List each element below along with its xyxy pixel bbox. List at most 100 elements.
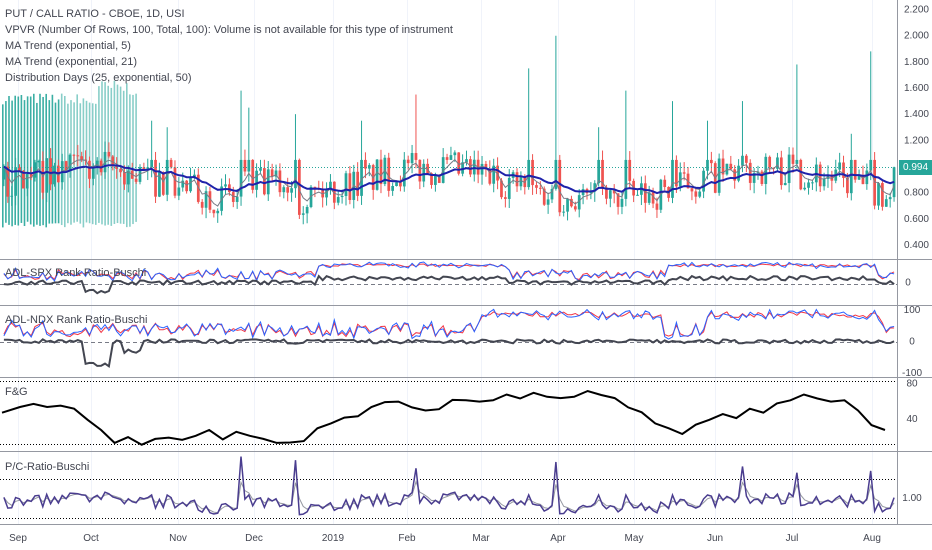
candle-body (336, 197, 340, 203)
candle-body (68, 154, 72, 171)
vpvr-bar (39, 93, 41, 226)
adl-spx-legend[interactable]: ADL-SPX Rank Ratio-Buschi (5, 267, 147, 279)
candle-body (340, 195, 344, 198)
candle-body (37, 160, 41, 163)
candle-body (671, 159, 674, 198)
pc-axis-label: 1.00 (902, 493, 922, 504)
pc-legend[interactable]: P/C-Ratio-Buschi (5, 461, 90, 473)
candle-body (181, 180, 185, 188)
price-axis-label: 1.800 (904, 57, 929, 68)
vertical-gridlines (18, 0, 873, 524)
candle-body (325, 188, 328, 198)
candle-body (25, 173, 29, 189)
candle-body (480, 163, 484, 175)
candle-body (795, 159, 799, 164)
candle-body (811, 182, 814, 184)
vpvr-bar (76, 94, 78, 222)
candle-body (838, 162, 841, 170)
candle-body (224, 184, 227, 187)
candle-body (402, 159, 406, 187)
candle-body (45, 158, 49, 193)
candle-body (791, 154, 795, 164)
candle-body (733, 169, 737, 181)
candle-body (558, 159, 562, 213)
candle-body (33, 162, 37, 178)
adl-spx-axis: 0 (905, 278, 911, 289)
time-axis-label: Apr (550, 533, 566, 544)
candle-body (620, 198, 624, 207)
vpvr-bar (54, 102, 57, 224)
candle-body (196, 174, 200, 202)
vpvr-bar (110, 87, 113, 226)
vpvr-bar (135, 93, 137, 222)
price-axis-label: 2.200 (904, 5, 929, 16)
candle-body (682, 172, 686, 174)
candle-body (247, 159, 251, 172)
time-axis-label: Sep (9, 533, 27, 544)
candle-body (748, 162, 752, 183)
fg-legend[interactable]: F&G (5, 386, 28, 398)
candle-body (126, 170, 130, 185)
candle-body (165, 159, 169, 195)
candle-body (185, 180, 188, 192)
candle-body (865, 170, 869, 185)
candle-body (500, 180, 503, 198)
candle-body (869, 159, 873, 171)
candle-body (449, 155, 453, 160)
candle-body (783, 183, 787, 186)
candle-body (10, 195, 14, 197)
candle-body (566, 198, 569, 212)
vpvr-bar (129, 94, 131, 227)
candle-body (290, 188, 293, 193)
candle-body (379, 159, 383, 185)
candle-body (434, 174, 437, 185)
time-axis-label: Nov (169, 533, 187, 544)
vpvr-bar (11, 100, 13, 227)
vpvr-bar (82, 98, 85, 228)
candle-body (721, 158, 725, 175)
adl-spx-blue-line (3, 261, 895, 283)
candle-body (329, 181, 332, 189)
vpvr-bar (122, 90, 125, 224)
candle-body (717, 158, 721, 193)
candle-body (807, 182, 810, 188)
candle-body (173, 167, 177, 196)
candle-body (216, 210, 220, 214)
candle-body (14, 167, 17, 196)
candle-body (76, 155, 80, 157)
adl-ndx-legend[interactable]: ADL-NDX Rank Ratio-Buschi (5, 314, 148, 326)
candle-body (593, 183, 597, 192)
distribution-days-legend[interactable]: Distribution Days (25, exponential, 50) (5, 72, 192, 84)
candle-body (741, 155, 744, 166)
candle-body (706, 159, 709, 171)
candle-body (410, 153, 414, 164)
fear-greed-pane: 80 40 (0, 378, 918, 446)
candle-body (888, 197, 892, 200)
candle-body (562, 211, 566, 213)
candle-body (107, 151, 111, 157)
pc-ratio-pane: 1.00 (0, 456, 922, 519)
candle-body (243, 159, 247, 172)
vpvr-bar (20, 95, 23, 223)
candle-body (752, 172, 756, 183)
candle-body (725, 163, 729, 175)
candle-body (799, 159, 803, 190)
vpvr-bar (60, 93, 63, 226)
vpvr-bar (116, 84, 119, 224)
candle-body (457, 152, 461, 174)
candle-body (282, 187, 286, 193)
adl-spx-pane: 0 (0, 261, 911, 295)
vpvr-bar (51, 94, 54, 224)
vpvr-legend[interactable]: VPVR (Number Of Rows, 100, Total, 100): … (5, 24, 453, 36)
candle-body (364, 159, 367, 169)
ma-21-legend[interactable]: MA Trend (exponential, 21) (5, 56, 138, 68)
vpvr-bar (29, 96, 32, 225)
candle-body (200, 201, 204, 208)
candle-body (399, 182, 402, 187)
ma-5-legend[interactable]: MA Trend (exponential, 5) (5, 40, 131, 52)
candle-body (142, 167, 146, 171)
candle-body (228, 184, 231, 193)
candle-body (675, 159, 678, 187)
last-price-label: 0.994 (899, 160, 932, 175)
